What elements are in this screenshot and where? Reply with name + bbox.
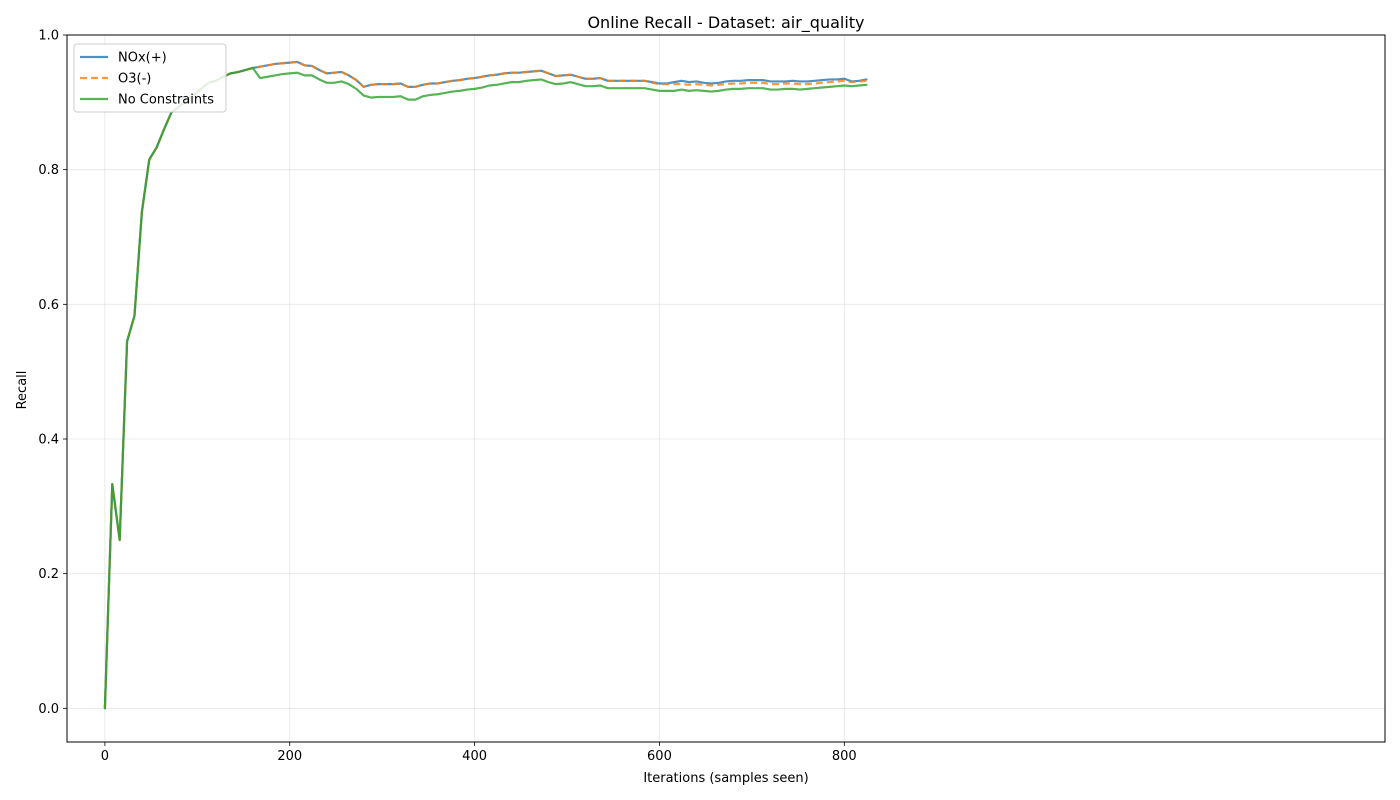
series-line-1 [103,60,867,709]
x-tick-label: 600 [647,749,672,764]
y-tick-label: 0.0 [38,702,59,717]
y-tick-label: 0.2 [38,567,59,582]
y-tick-label: 0.8 [38,163,59,178]
legend-label[interactable]: No Constraints [118,93,214,108]
series-line-2 [103,66,868,710]
legend-box [73,43,227,113]
x-axis-title: Iterations (samples seen) [643,771,808,786]
x-tick-label: 400 [462,749,487,764]
y-axis-title: Recall [15,371,30,410]
legend[interactable]: NOx(+) O3(-) No Constraints [73,43,227,113]
x-tick-label: 800 [832,749,857,764]
legend-label[interactable]: NOx(+) [118,51,167,66]
x-tick-label: 200 [277,749,302,764]
x-tick-label: 0 [101,749,109,764]
y-tick-label: 0.4 [38,433,59,448]
axis-ticks: 0 200 400 600 800 0.0 0.2 0.4 0.6 0.8 1.0 [38,29,856,765]
series-lines [103,60,868,710]
y-tick-label: 1.0 [38,29,59,44]
y-tick-label: 0.6 [38,298,59,313]
chart-title: Online Recall - Dataset: air_quality [587,13,864,33]
plot-frame [66,34,1386,743]
legend-label[interactable]: O3(-) [118,72,151,87]
